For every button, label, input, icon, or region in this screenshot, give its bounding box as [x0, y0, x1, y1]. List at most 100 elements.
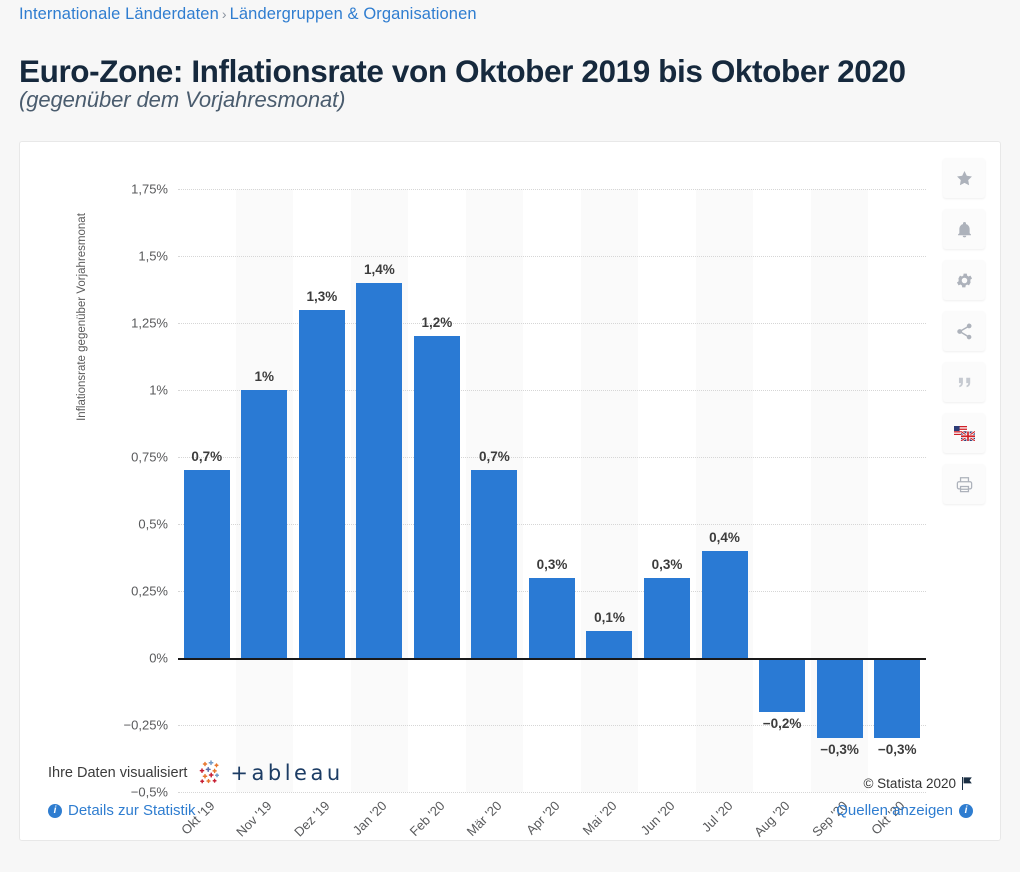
x-axis-tick-label: Mär '20 — [464, 798, 506, 839]
y-axis-tick-label: 0,25% — [131, 583, 168, 599]
bar-slot: 0,3% — [638, 189, 696, 792]
x-label-slot: Mai '20 — [580, 792, 639, 872]
x-axis-tick-label: Mai '20 — [580, 798, 621, 838]
bar[interactable] — [356, 282, 403, 658]
bar-value-label: 0,1% — [594, 610, 625, 626]
bar-value-label: 0,3% — [651, 556, 683, 572]
y-axis-tick-label: 0% — [149, 650, 168, 666]
tableau-wordmark: +ableau — [230, 761, 344, 785]
bar-value-label: 1,4% — [363, 261, 395, 277]
bar-slot: 0,4% — [696, 189, 754, 792]
bar-value-label: 1% — [254, 369, 275, 384]
visualized-by: Ihre Daten visualisiert — [48, 758, 344, 788]
share-icon — [955, 322, 974, 341]
breadcrumb-item-1[interactable]: Ländergruppen & Organisationen — [229, 5, 477, 23]
star-button[interactable] — [943, 158, 985, 198]
language-button[interactable] — [943, 413, 985, 453]
bar-slot: −0,3% — [811, 189, 869, 792]
bar-series: 0,7% 1% 1,3% 1,4% 1,2% 0,7% 0,3% 0,1% 0,3% 0,4% −0… — [178, 189, 926, 792]
x-label-slot: Feb '20 — [406, 792, 466, 872]
gear-icon — [955, 271, 974, 290]
quote-icon — [955, 373, 974, 392]
x-axis-labels: Okt '19 Nov '19 Dez '19 Jan '20 Feb '20 Mär '… — [178, 792, 926, 872]
x-label-slot: Nov '19 — [233, 792, 294, 872]
bar[interactable] — [874, 658, 921, 739]
bar-slot: −0,2% — [753, 189, 811, 792]
x-axis-tick-label: Aug '20 — [751, 798, 793, 840]
bar-value-label: 1,3% — [306, 288, 338, 304]
details-link[interactable]: i Details zur Statistik — [48, 802, 196, 819]
bar[interactable] — [298, 309, 345, 658]
page-subtitle: (gegenüber dem Vorjahresmonat) — [19, 87, 346, 112]
info-icon: i — [48, 803, 62, 818]
bar[interactable] — [528, 577, 575, 658]
gridline — [178, 189, 926, 190]
bar-value-label: 0,7% — [191, 449, 223, 465]
flag-icon — [962, 777, 972, 790]
bar-slot: 0,7% — [466, 189, 524, 792]
bar-slot: 0,1% — [581, 189, 639, 792]
x-axis-tick-label: Feb '20 — [406, 798, 448, 839]
bar[interactable] — [471, 470, 518, 658]
plot-bands — [178, 189, 926, 792]
bar-slot: 1% — [236, 189, 294, 792]
details-link-label: Details zur Statistik — [68, 802, 196, 819]
bar[interactable] — [701, 550, 748, 658]
copyright-text: © Statista 2020 — [863, 776, 956, 791]
y-axis-tick-label: 0,75% — [131, 449, 168, 465]
bar-value-label: −0,2% — [762, 715, 802, 731]
y-axis-tick-label: 0,5% — [138, 516, 168, 532]
bar[interactable] — [644, 577, 691, 658]
bar-slot: 0,3% — [523, 189, 581, 792]
bar-value-label: −0,3% — [820, 742, 859, 758]
settings-button[interactable] — [943, 260, 985, 300]
chart-toolbar — [943, 158, 985, 504]
x-axis-tick-label: Jul '20 — [698, 798, 736, 835]
cite-button[interactable] — [943, 362, 985, 402]
x-axis-tick-label: Jan '20 — [350, 798, 390, 838]
sources-link[interactable]: Quellen anzeigen i — [836, 802, 973, 819]
gridline — [178, 256, 926, 257]
y-axis-tick-label: 1,75% — [131, 181, 168, 197]
x-axis-tick-label: Dez '19 — [290, 798, 333, 840]
page-title: Euro-Zone: Inflationsrate von Oktober 20… — [19, 53, 906, 90]
zero-line — [178, 658, 926, 660]
gridline — [178, 457, 926, 458]
print-button[interactable] — [943, 464, 985, 504]
gridline — [178, 792, 926, 793]
y-axis-tick-label: 1,5% — [138, 248, 168, 264]
bar-slot: −0,3% — [868, 189, 926, 792]
copyright: © Statista 2020 — [863, 776, 973, 791]
chart-area: Inflationsrate gegenüber Vorjahresmonat … — [20, 142, 1000, 839]
gridlines: 1,75% 1,5% 1,25% 1% 0,75% 0,5% 0,25% 0% −0,25% −0… — [124, 182, 926, 800]
bar[interactable] — [816, 658, 863, 739]
bar-value-label: 0,7% — [479, 449, 510, 465]
chart-card: Inflationsrate gegenüber Vorjahresmonat … — [19, 141, 1001, 841]
bar[interactable] — [759, 658, 806, 712]
x-label-slot: Mär '20 — [464, 792, 524, 872]
breadcrumb-item-0[interactable]: Internationale Länderdaten — [19, 5, 219, 23]
x-label-slot: Jan '20 — [350, 792, 409, 872]
bell-icon — [955, 220, 974, 239]
bell-button[interactable] — [943, 209, 985, 249]
flag-us-uk-icon — [953, 425, 975, 441]
x-label-slot: Jun '20 — [638, 792, 696, 872]
bar[interactable] — [183, 470, 230, 658]
y-axis-tick-label: −0,5% — [130, 784, 168, 800]
bar-slot: 1,2% — [408, 189, 466, 792]
gridline — [178, 390, 926, 391]
bar-value-label: 1,2% — [421, 315, 453, 331]
bar[interactable] — [413, 336, 460, 658]
bar[interactable] — [586, 631, 633, 658]
x-label-slot: Dez '19 — [290, 792, 351, 872]
share-button[interactable] — [943, 311, 985, 351]
y-axis-title: Inflationsrate gegenüber Vorjahresmonat — [76, 213, 88, 421]
bar[interactable] — [241, 390, 288, 658]
plot-area: 1,75% 1,5% 1,25% 1% 0,75% 0,5% 0,25% 0% −0,25% −0… — [124, 182, 926, 839]
bar-slot: 0,7% — [178, 189, 236, 792]
bar-value-label: −0,3% — [877, 742, 917, 758]
print-icon — [955, 475, 974, 494]
x-label-slot: Aug '20 — [751, 792, 811, 872]
gridline — [178, 524, 926, 525]
breadcrumb: Internationale Länderdaten › Ländergruppen… — [19, 3, 477, 25]
